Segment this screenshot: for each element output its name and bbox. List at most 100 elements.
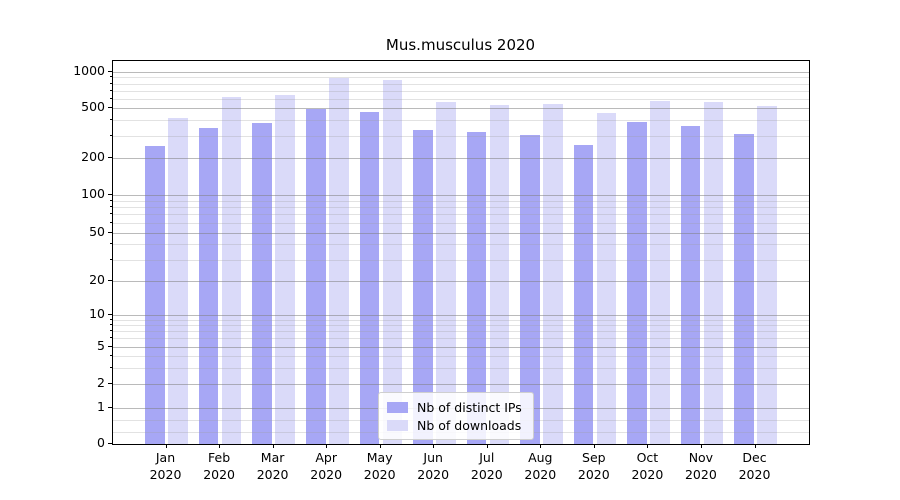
y-tick-label: 5 (97, 337, 105, 353)
gridline-minor (113, 120, 809, 122)
bar-distinct-ips-sep (573, 144, 594, 444)
y-tick-mark (108, 279, 112, 281)
y-tick-mark (108, 107, 112, 109)
y-tick-mark (108, 314, 112, 315)
bar-downloads-may (382, 80, 402, 444)
x-tick-mark (219, 444, 221, 448)
gridline-minor (113, 214, 809, 216)
bar-downloads-jul (489, 105, 510, 444)
gridline-major (113, 195, 809, 196)
bar-distinct-ips-may (359, 111, 379, 444)
x-tick-mark (379, 444, 381, 448)
y-tick-label: 500 (81, 99, 105, 115)
gridline-minor (113, 367, 809, 369)
gridline-minor (113, 77, 809, 79)
x-tick-label-apr: Apr 2020 (310, 450, 343, 482)
gridline-minor (113, 338, 809, 340)
x-tick-mark (593, 444, 595, 448)
y-minor-tick-mark (110, 97, 112, 99)
gridline-minor (113, 331, 809, 333)
gridline-minor (113, 222, 809, 224)
y-minor-tick-mark (110, 354, 112, 356)
bar-distinct-ips-dec (734, 134, 754, 444)
y-minor-tick-mark (110, 89, 112, 91)
bar-distinct-ips-mar (252, 123, 272, 444)
x-tick-label-oct: Oct 2020 (631, 450, 664, 482)
y-tick-label: 0 (97, 435, 105, 450)
bar-distinct-ips-aug (520, 134, 540, 444)
gridline-minor (113, 259, 809, 261)
bar-distinct-ips-jun (413, 129, 433, 444)
y-tick-label: 1000 (73, 62, 105, 78)
gridline-major (113, 384, 809, 386)
x-tick-mark (326, 444, 328, 448)
y-tick-mark (108, 407, 112, 409)
gridline-minor (113, 135, 809, 137)
x-tick-mark (433, 444, 435, 448)
y-minor-tick-mark (110, 337, 112, 339)
x-tick-label-jul: Jul 2020 (470, 450, 503, 482)
gridline-major (113, 157, 809, 159)
legend-label-distinct-ips: Nb of distinct IPs (417, 399, 522, 415)
x-tick-mark (754, 444, 756, 448)
bar-distinct-ips-nov (680, 126, 701, 444)
legend-item-downloads: Nb of downloads (387, 416, 522, 434)
gridline-major (113, 315, 809, 316)
bar-downloads-nov (703, 102, 724, 444)
gridline-major (113, 71, 809, 73)
x-tick-mark (700, 444, 702, 448)
y-tick-mark (108, 70, 112, 72)
y-tick-label: 20 (89, 271, 105, 287)
y-minor-tick-mark (110, 324, 112, 326)
bar-downloads-mar (275, 95, 295, 444)
y-minor-tick-mark (110, 221, 112, 223)
y-tick-mark (108, 231, 112, 233)
y-minor-tick-mark (110, 366, 112, 368)
y-minor-tick-mark (110, 213, 112, 215)
x-tick-label-jun: Jun 2020 (417, 450, 450, 482)
bar-distinct-ips-jul (466, 132, 487, 444)
gridline-minor (113, 98, 809, 100)
x-tick-label-sep: Sep 2020 (577, 450, 610, 482)
y-tick-label: 1 (97, 399, 105, 415)
bar-downloads-apr (329, 77, 349, 444)
y-minor-tick-mark (110, 330, 112, 332)
y-minor-tick-mark (110, 206, 112, 208)
x-tick-mark (165, 444, 167, 448)
x-tick-mark (647, 444, 649, 448)
bar-distinct-ips-apr (306, 108, 326, 444)
gridline-minor (113, 319, 809, 321)
y-tick-label: 100 (81, 186, 105, 201)
legend-item-distinct-ips: Nb of distinct IPs (387, 398, 522, 416)
bar-downloads-jun (436, 102, 456, 444)
gridline-minor (113, 244, 809, 246)
legend-swatch-distinct-ips (387, 401, 408, 413)
x-tick-label-jan: Jan 2020 (149, 450, 182, 482)
x-tick-label-dec: Dec 2020 (738, 450, 771, 482)
gridline-major (113, 280, 809, 282)
gridline-minor (113, 207, 809, 209)
y-minor-tick-mark (110, 119, 112, 121)
y-tick-label: 50 (89, 223, 105, 239)
y-tick-mark (108, 156, 112, 158)
gridline-minor (113, 325, 809, 327)
y-minor-tick-mark (110, 258, 112, 260)
bar-distinct-ips-feb (198, 128, 219, 444)
gridline-minor (113, 355, 809, 357)
bar-distinct-ips-jan (145, 145, 165, 444)
legend: Nb of distinct IPs Nb of downloads (378, 392, 534, 440)
x-tick-label-may: May 2020 (363, 450, 396, 482)
gridline-major (113, 108, 809, 110)
x-tick-mark (540, 444, 542, 448)
y-minor-tick-mark (110, 82, 112, 84)
gridline-minor (113, 83, 809, 85)
legend-label-downloads: Nb of downloads (417, 417, 522, 433)
bar-downloads-aug (543, 103, 563, 444)
y-tick-mark (108, 383, 112, 385)
y-tick-label: 10 (89, 306, 105, 321)
y-tick-mark (108, 443, 112, 444)
x-tick-label-nov: Nov 2020 (684, 450, 717, 482)
bar-downloads-feb (221, 96, 242, 444)
gridline-major (113, 232, 809, 234)
